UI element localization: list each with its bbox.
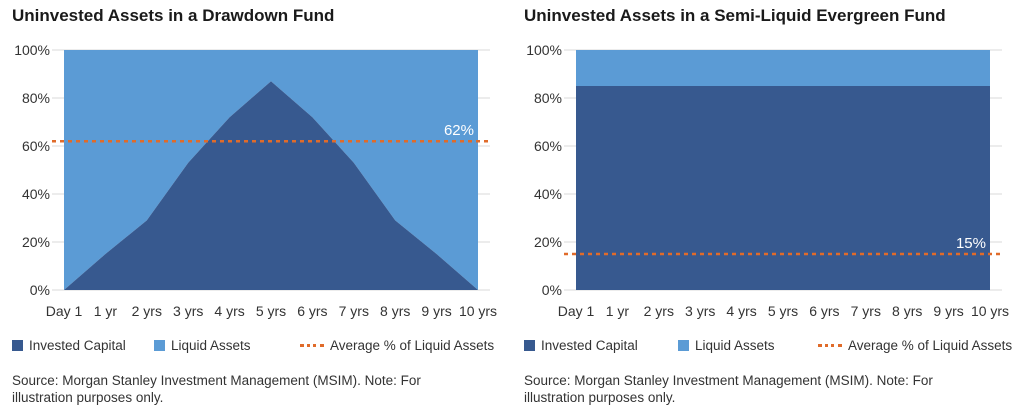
x-tick-label: 10 yrs bbox=[459, 303, 497, 319]
x-tick-label: 8 yrs bbox=[892, 303, 922, 319]
x-tick-label: Day 1 bbox=[46, 303, 83, 319]
y-tick-label: 0% bbox=[30, 282, 50, 298]
liquid-assets-area bbox=[64, 50, 478, 290]
legend-item-invested-capital: Invested Capital bbox=[12, 338, 126, 353]
x-tick-label: 6 yrs bbox=[809, 303, 839, 319]
y-tick-label: 0% bbox=[542, 282, 562, 298]
x-tick-label: 3 yrs bbox=[685, 303, 715, 319]
x-tick-label: 4 yrs bbox=[726, 303, 756, 319]
average-line-swatch bbox=[818, 344, 842, 347]
x-tick-label: 1 yr bbox=[606, 303, 630, 319]
invested-capital-area bbox=[64, 81, 478, 290]
x-tick-label: 2 yrs bbox=[132, 303, 162, 319]
x-tick-label: 10 yrs bbox=[971, 303, 1009, 319]
y-tick-label: 40% bbox=[22, 186, 50, 202]
drawdown-fund-chart: 0% 20% 40% 60% 80% 100% 62% Day 1 1 yr 2 yrs 3 yrs… bbox=[14, 42, 497, 319]
chart-title: Uninvested Assets in a Semi-Liquid Everg… bbox=[524, 6, 946, 25]
y-tick-label: 60% bbox=[22, 138, 50, 154]
y-tick-label: 80% bbox=[534, 90, 562, 106]
legend-label-invested-capital: Invested Capital bbox=[541, 338, 638, 353]
source-note: Source: Morgan Stanley Investment Manage… bbox=[524, 373, 933, 405]
invested-capital-swatch bbox=[12, 340, 23, 351]
y-tick-label: 40% bbox=[534, 186, 562, 202]
evergreen-fund-panel: Uninvested Assets in a Semi-Liquid Everg… bbox=[512, 0, 1012, 408]
legend-label-liquid-assets: Liquid Assets bbox=[171, 338, 251, 353]
x-tick-label: 3 yrs bbox=[173, 303, 203, 319]
legend-label-average: Average % of Liquid Assets bbox=[330, 338, 495, 353]
x-tick-label: 6 yrs bbox=[297, 303, 327, 319]
x-tick-label: 7 yrs bbox=[851, 303, 881, 319]
y-tick-label: 100% bbox=[526, 42, 562, 58]
x-tick-label: 7 yrs bbox=[339, 303, 369, 319]
liquid-assets-swatch bbox=[678, 340, 689, 351]
legend-item-invested-capital: Invested Capital bbox=[524, 338, 638, 353]
legend-item-liquid-assets: Liquid Assets bbox=[154, 338, 251, 353]
legend-item-average: Average % of Liquid Assets bbox=[300, 338, 494, 353]
drawdown-fund-panel: Uninvested Assets in a Drawdown Fund 0% 2… bbox=[0, 0, 500, 408]
liquid-assets-swatch bbox=[154, 340, 165, 351]
invested-capital-swatch bbox=[524, 340, 535, 351]
x-tick-label: 4 yrs bbox=[214, 303, 244, 319]
legend-item-average: Average % of Liquid Assets bbox=[818, 338, 1012, 353]
liquid-assets-area bbox=[576, 50, 990, 86]
evergreen-fund-chart: 0% 20% 40% 60% 80% 100% 15% Day 1 1 yr 2 yrs 3 yrs… bbox=[526, 42, 1009, 319]
average-line-swatch bbox=[300, 344, 324, 347]
x-tick-label: 1 yr bbox=[94, 303, 118, 319]
y-tick-label: 100% bbox=[14, 42, 50, 58]
invested-capital-area bbox=[576, 86, 990, 290]
y-tick-label: 80% bbox=[22, 90, 50, 106]
x-tick-label: 8 yrs bbox=[380, 303, 410, 319]
y-tick-label: 20% bbox=[534, 234, 562, 250]
x-tick-label: 9 yrs bbox=[933, 303, 963, 319]
x-tick-label: 9 yrs bbox=[421, 303, 451, 319]
legend-item-liquid-assets: Liquid Assets bbox=[678, 338, 775, 353]
x-tick-label: 5 yrs bbox=[256, 303, 286, 319]
x-tick-label: Day 1 bbox=[558, 303, 595, 319]
legend: Invested Capital Liquid Assets Average %… bbox=[524, 338, 1014, 358]
average-label: 15% bbox=[956, 235, 986, 252]
y-tick-label: 60% bbox=[534, 138, 562, 154]
legend-label-average: Average % of Liquid Assets bbox=[848, 338, 1013, 353]
average-label: 62% bbox=[444, 122, 474, 139]
y-tick-label: 20% bbox=[22, 234, 50, 250]
chart-title: Uninvested Assets in a Drawdown Fund bbox=[12, 6, 335, 25]
x-tick-label: 5 yrs bbox=[768, 303, 798, 319]
legend: Invested Capital Liquid Assets Average %… bbox=[12, 338, 502, 358]
x-tick-label: 2 yrs bbox=[644, 303, 674, 319]
source-note: Source: Morgan Stanley Investment Manage… bbox=[12, 373, 421, 405]
legend-label-invested-capital: Invested Capital bbox=[29, 338, 126, 353]
legend-label-liquid-assets: Liquid Assets bbox=[695, 338, 775, 353]
